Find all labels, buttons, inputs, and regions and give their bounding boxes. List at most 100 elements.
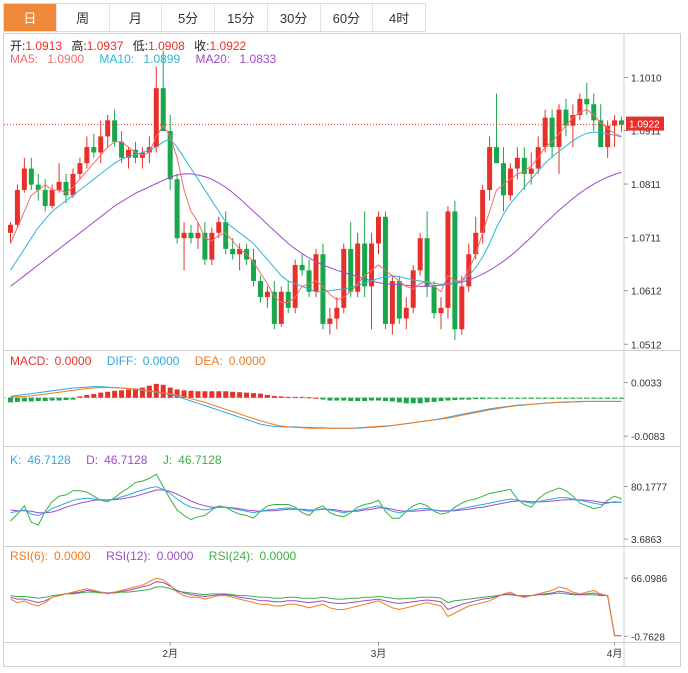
candle-body [612,120,618,126]
candle-body [56,181,62,190]
macd-bar [278,396,284,398]
candle-body [417,238,423,271]
macd-bar [389,397,395,402]
candle-body [369,243,375,287]
macd-bar [271,395,277,398]
macd-bar [598,397,604,399]
price-tick-label-2: 1.0811 [631,180,661,191]
rsi6-legend-item: RSI(6): 0.0000 [10,549,97,563]
candle-body [528,168,534,174]
macd-bar [230,391,236,398]
candle-body [181,232,187,239]
current-price-badge [626,116,664,131]
macd-bar [292,396,298,398]
candle-body [70,173,76,196]
macd-bar [209,391,215,398]
dea-label: DEA: [194,354,223,368]
ma5-legend: MA5: 1.0900 [10,52,90,66]
tab-6[interactable]: 60分 [321,4,374,31]
ma20-label: MA20: [195,52,231,66]
candle-body [348,248,354,292]
candle-body [174,179,180,239]
macd-bar [202,391,208,398]
candle-body [237,248,243,255]
macd-bar [320,397,326,400]
macd-bar [466,397,472,400]
price-tick-label-1: 1.0911 [631,127,661,138]
candle-body [188,232,194,239]
j-legend-item: J: 46.7128 [163,453,228,467]
macd-bar [112,390,118,398]
macd-bar [216,391,222,398]
ma20-value: 1.0833 [239,52,277,66]
candle-body [549,117,555,148]
macd-bar [500,397,506,399]
candle-body [563,109,569,126]
candle-body [327,318,333,324]
tab-5[interactable]: 30分 [268,4,321,31]
macd-label: MACD: [10,354,49,368]
candle-body [355,243,361,292]
macd-bar [35,397,41,401]
macd-bar [105,391,111,398]
candle-body [306,270,312,292]
macd-bar [195,391,201,398]
candle-body [473,232,479,255]
macd-bar [382,397,388,401]
candle-body [605,125,611,148]
macd-bar [84,394,90,398]
tab-7[interactable]: 4时 [389,11,410,26]
low-value: 1.0908 [148,39,185,53]
tab-2[interactable]: 月 [110,4,163,31]
rsi24-line [10,586,622,637]
macd-bar [132,388,138,398]
diff-label: DIFF: [106,354,137,368]
candle-body [42,189,48,207]
macd-bar [417,397,423,404]
macd-bar [424,397,430,403]
tab-4[interactable]: 15分 [215,4,268,31]
candle-body [320,254,326,324]
candle-body [202,232,208,260]
ma-legend: MA5: 1.0900 MA10: 1.0899 MA20: 1.0833 [10,52,288,66]
candle-body [126,149,132,158]
macd-bar [619,397,625,399]
macd-bar [549,397,555,399]
rsi6-line [10,577,622,637]
candle-body [98,136,104,153]
macd-bar [487,397,493,399]
open-label: 开: [10,39,26,53]
candle-body [264,291,270,298]
price-tick-label-4: 1.0612 [631,287,662,298]
candle-body [452,211,458,330]
rsi24-label: RSI(24): [208,549,254,563]
macd-bar [181,390,187,398]
rsi-tick-label-1: -0.7628 [631,632,665,643]
candle-body [514,157,520,169]
ma10-line [10,131,622,293]
macd-bar [98,392,104,398]
macd-tick-label-0: 0.0033 [631,378,662,389]
macd-legend: MACD: 0.0000 DIFF: 0.0000 DEA: 0.0000 [10,354,277,368]
rsi6-label: RSI(6): [10,549,49,563]
tab-1[interactable]: 周 [57,4,110,31]
macd-bar [188,390,194,398]
macd-bar [591,397,597,399]
macd-bar [327,397,333,401]
candle-body [577,98,583,115]
ma10-value: 1.0899 [143,52,181,66]
macd-bar [375,397,381,401]
tab-0[interactable]: 日 [4,4,57,31]
macd-bar [362,397,368,401]
macd-bar [174,389,180,398]
tab-3[interactable]: 5分 [162,4,215,31]
candle-body [424,238,430,287]
macd-tick-label-1: -0.0083 [631,432,665,443]
macd-legend-item: MACD: 0.0000 [10,354,97,368]
rsi12-value: 0.0000 [156,549,194,563]
macd-bar [299,396,305,398]
macd-bar [452,397,458,401]
candle-body [396,281,402,319]
high-label: 高: [71,39,87,53]
